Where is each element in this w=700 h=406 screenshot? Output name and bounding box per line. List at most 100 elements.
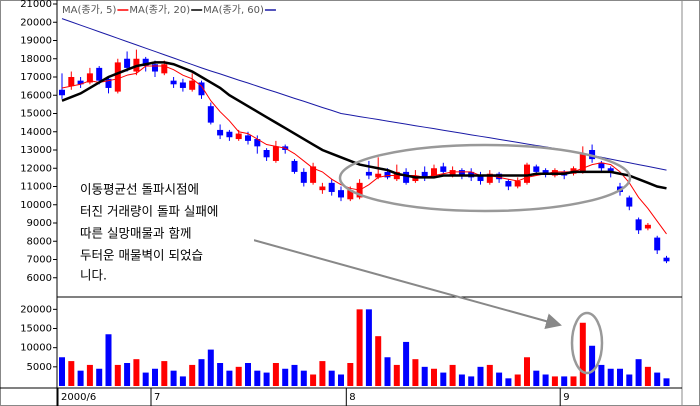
candle-body: [300, 171, 307, 183]
candle-body: [421, 171, 428, 178]
volume-bar: [272, 363, 279, 386]
y-tick-label: 15000: [20, 109, 52, 120]
volume-bar: [663, 378, 670, 386]
candle-body: [375, 173, 382, 178]
volume-bar: [59, 357, 65, 386]
candle-body: [235, 133, 242, 140]
y-tick-label: 5000: [27, 362, 52, 373]
volume-bar: [263, 372, 270, 386]
candle-body: [291, 160, 298, 172]
volume-bar: [300, 370, 307, 386]
candle-body: [607, 168, 614, 172]
y-tick-label: 18000: [20, 54, 52, 65]
volume-bar: [514, 374, 521, 386]
volume-bar: [217, 363, 224, 386]
candle-body: [68, 77, 75, 87]
volume-bar: [449, 364, 456, 386]
volume-bar: [114, 364, 121, 386]
y-tick-label: 8000: [27, 236, 52, 247]
volume-bar: [328, 370, 335, 386]
volume-bar: [189, 364, 196, 386]
volume-bar: [282, 368, 289, 386]
candle-body: [365, 171, 372, 176]
note-box: [74, 178, 254, 282]
candle-body: [59, 89, 65, 96]
volume-bar: [207, 349, 214, 386]
candle-body: [524, 164, 530, 183]
y-tick-label: 10000: [20, 200, 52, 211]
legend-label: MA(종가, 20): [129, 4, 190, 16]
arrow: [245, 237, 562, 329]
volume-bar: [384, 357, 391, 386]
volume-bar: [198, 359, 205, 386]
candle-body: [114, 62, 121, 92]
volume-bar: [319, 361, 326, 386]
note-line: 두터운 매물벽이 되었습: [80, 248, 203, 263]
candle-body: [198, 82, 205, 96]
y-tick-label: 17000: [20, 72, 52, 83]
candle-body: [310, 166, 317, 183]
y-tick-label: 15000: [20, 324, 52, 335]
volume-bar: [561, 376, 568, 386]
volume-bar: [375, 336, 382, 386]
volume-bar: [533, 370, 540, 386]
candle-body: [96, 67, 103, 81]
note-line: 따른 실망매물과 함께: [80, 226, 191, 241]
candle-body: [431, 168, 437, 176]
y-tick-label: 12000: [20, 163, 52, 174]
volume-bar: [338, 374, 344, 386]
candle-body: [514, 181, 521, 187]
legend-label: MA(종가, 60): [203, 4, 264, 16]
candle-body: [142, 58, 149, 67]
candle-body: [458, 170, 465, 176]
x-tick-label: 7: [154, 392, 160, 403]
volume-bar: [347, 363, 354, 386]
volume-bar: [310, 374, 317, 386]
volume-bar: [598, 364, 605, 386]
candle-body: [245, 135, 251, 141]
candle-body: [598, 162, 605, 169]
volume-bar: [365, 309, 372, 386]
candle-body: [542, 170, 549, 174]
candle-body: [105, 78, 112, 88]
volume-bar: [626, 374, 633, 386]
candle-body: [319, 186, 326, 191]
y-tick-label: 20000: [20, 17, 52, 28]
volume-bar: [356, 309, 363, 386]
volume-bar: [77, 370, 84, 386]
y-tick-label: 10000: [20, 343, 52, 354]
candle-body: [654, 237, 661, 251]
candle-body: [338, 190, 344, 198]
candle-body: [449, 170, 456, 176]
volume-bar: [644, 366, 651, 386]
y-tick-label: 11000: [20, 182, 52, 193]
candle-body: [217, 129, 224, 136]
candle-body: [124, 58, 131, 68]
candle-body: [207, 106, 214, 123]
note-line: 니다.: [80, 268, 107, 283]
volume-bar: [124, 363, 131, 386]
candle-body: [486, 173, 493, 183]
y-tick-label: 13000: [20, 145, 52, 156]
volume-bar: [440, 372, 447, 386]
candle-body: [189, 80, 196, 90]
ma-line: [61, 61, 667, 190]
volume-bar: [617, 368, 623, 386]
volume-bar: [412, 359, 419, 386]
volume-bar: [579, 322, 586, 386]
volume-bar: [403, 341, 410, 386]
y-tick-label: 20000: [20, 304, 52, 315]
candle-body: [440, 166, 447, 172]
candle-body: [644, 224, 651, 229]
candle-body: [272, 146, 279, 161]
volume-bar: [607, 368, 614, 386]
volume-bar: [393, 364, 400, 386]
candle-body: [403, 171, 410, 183]
volume-bar: [468, 376, 475, 386]
y-tick-label: 9000: [27, 218, 52, 229]
candle-body: [533, 166, 540, 172]
volume-bar: [551, 376, 558, 386]
candle-body: [626, 197, 633, 207]
highlight-ellipse: [338, 143, 632, 213]
